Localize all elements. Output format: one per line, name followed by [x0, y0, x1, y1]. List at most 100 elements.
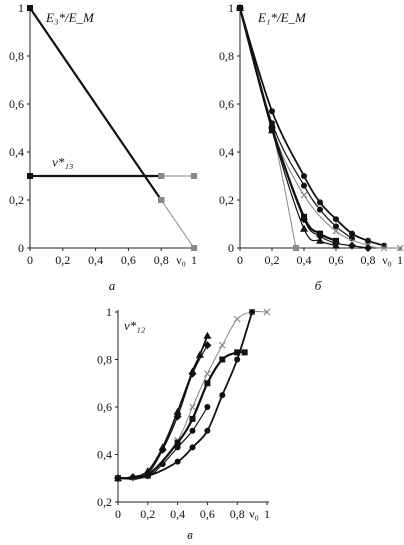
series-line	[239, 7, 369, 249]
data-point-circle	[249, 309, 256, 315]
data-point-square	[158, 173, 165, 179]
data-point-diamond	[203, 341, 212, 350]
data-point-square	[174, 439, 181, 446]
series-4	[158, 173, 197, 179]
data-point-diamond	[158, 445, 167, 454]
panel-label: а	[109, 278, 116, 293]
data-point-square	[191, 245, 197, 251]
data-point-circle	[349, 230, 355, 237]
x-axis-label: ν₀	[249, 507, 259, 521]
x-tick-label: 0,4	[297, 253, 312, 267]
annotation-label: ν*₁₃	[52, 154, 73, 169]
data-point-triangle	[300, 224, 308, 232]
data-point-triangle	[173, 407, 182, 415]
data-point-circle	[144, 472, 151, 479]
y-tick-label: 0,6	[219, 97, 234, 111]
data-point-diamond	[300, 215, 308, 224]
data-point-circle	[333, 223, 339, 230]
data-point-circle	[189, 444, 196, 451]
series-line	[117, 335, 209, 480]
data-point-square	[158, 197, 165, 203]
x-axis-label: ν₀	[176, 253, 186, 267]
x-tick-label: 0	[27, 253, 33, 267]
x-tick-label: 1	[397, 253, 403, 267]
series-line	[160, 199, 195, 249]
marker-stroke	[203, 370, 211, 378]
data-point-diamond	[348, 241, 356, 250]
x-tick-label: 0,8	[154, 253, 169, 267]
series-3	[114, 308, 271, 482]
data-point-diamond	[173, 412, 182, 421]
series-2	[158, 197, 197, 251]
x-tick-label: 0,4	[170, 507, 185, 521]
data-point-circle	[204, 427, 211, 434]
data-point-circle	[219, 392, 226, 399]
y-axis-label: E₁*/E_M	[257, 10, 307, 25]
data-point-triangle	[203, 331, 212, 339]
data-point-cross	[189, 403, 196, 411]
data-point-cross	[380, 244, 388, 252]
y-tick-label: 0,4	[219, 145, 234, 159]
data-point-square	[189, 415, 196, 422]
data-point-circle	[317, 199, 323, 206]
series-7	[236, 4, 372, 252]
data-point-square	[219, 356, 226, 363]
data-point-cross	[300, 191, 308, 199]
x-tick-label: 1	[264, 507, 270, 521]
panel-a-chart: 0 0,2 0,4 0,6 0,8 1 ν₀ 0 0,2 0,4 0,6 0,8 1 E₃*/E_M а ν*…	[9, 1, 197, 293]
y-tick-label: 0,6	[97, 400, 112, 414]
data-point-square	[27, 173, 33, 179]
marker-stroke	[263, 308, 271, 316]
data-point-cross	[332, 227, 340, 235]
data-point-triangle	[316, 236, 324, 244]
x-tick-label: 0,8	[230, 507, 245, 521]
series-1	[27, 5, 165, 203]
data-point-cross	[396, 244, 404, 252]
series-2	[237, 5, 387, 249]
data-point-circle	[189, 427, 196, 434]
x-tick-label: 1	[191, 253, 197, 267]
data-point-circle	[349, 235, 355, 242]
x-tick-label: 0,2	[55, 253, 70, 267]
y-tick-label: 0	[228, 241, 234, 255]
data-point-circle	[174, 458, 181, 465]
y-tick-label: 0,4	[97, 448, 112, 462]
x-tick-label: 0,6	[329, 253, 344, 267]
x-tick-label: 0,6	[121, 253, 136, 267]
marker-stroke	[233, 315, 241, 323]
y-tick-label: 0,8	[97, 353, 112, 367]
data-point-diamond	[316, 232, 324, 240]
x-tick-label: 0,2	[265, 253, 280, 267]
y-tick-label: 0,8	[219, 49, 234, 63]
x-tick-label: 0,4	[88, 253, 103, 267]
marker-stroke	[300, 191, 308, 199]
data-point-circle	[269, 108, 275, 115]
series-line	[239, 7, 353, 239]
x-tick-label: 0	[115, 507, 121, 521]
data-point-square	[204, 380, 211, 387]
data-point-circle	[115, 475, 121, 482]
y-tick-label: 0,6	[9, 97, 24, 111]
data-point-square	[241, 349, 248, 356]
y-tick-label: 1	[18, 1, 24, 15]
series-4	[115, 349, 248, 482]
panel-b-chart: 0 0,2 0,4 0,6 0,8 1 ν₀ 0 0,2 0,4 0,6 0,8 1 E₁*/E_M б	[219, 1, 404, 293]
data-point-circle	[159, 461, 166, 467]
series-4	[236, 4, 404, 252]
panel-label: б	[315, 278, 322, 293]
data-point-circle	[333, 216, 339, 223]
data-point-diamond	[332, 239, 340, 248]
data-point-diamond	[236, 4, 244, 12]
x-tick-label: 0,6	[200, 507, 215, 521]
data-point-cross	[233, 315, 241, 323]
x-tick-label: 0,2	[140, 507, 155, 521]
data-point-cross	[263, 308, 271, 316]
series-6	[115, 404, 211, 482]
series-line	[29, 7, 163, 201]
data-point-square	[191, 173, 197, 179]
data-point-circle	[365, 237, 371, 244]
series-line	[239, 7, 385, 247]
series-line	[117, 344, 208, 479]
